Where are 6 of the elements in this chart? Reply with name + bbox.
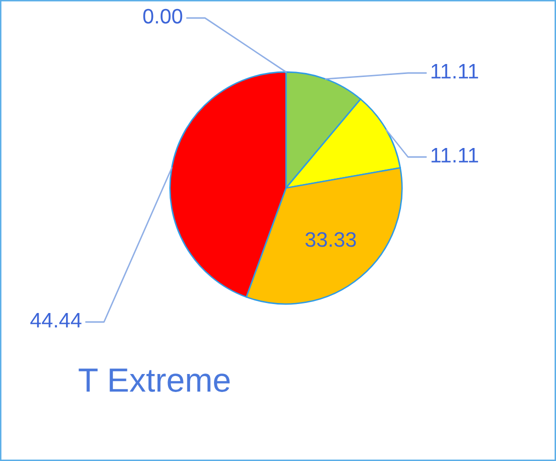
data-label: 11.11 (432, 148, 478, 162)
data-label: 44.44 (30, 313, 82, 328)
data-label: 11.11 (432, 64, 478, 78)
data-label: 33.33 (305, 232, 356, 247)
text: T Extreme (78, 368, 230, 392)
text: 0.00 (143, 8, 182, 24)
